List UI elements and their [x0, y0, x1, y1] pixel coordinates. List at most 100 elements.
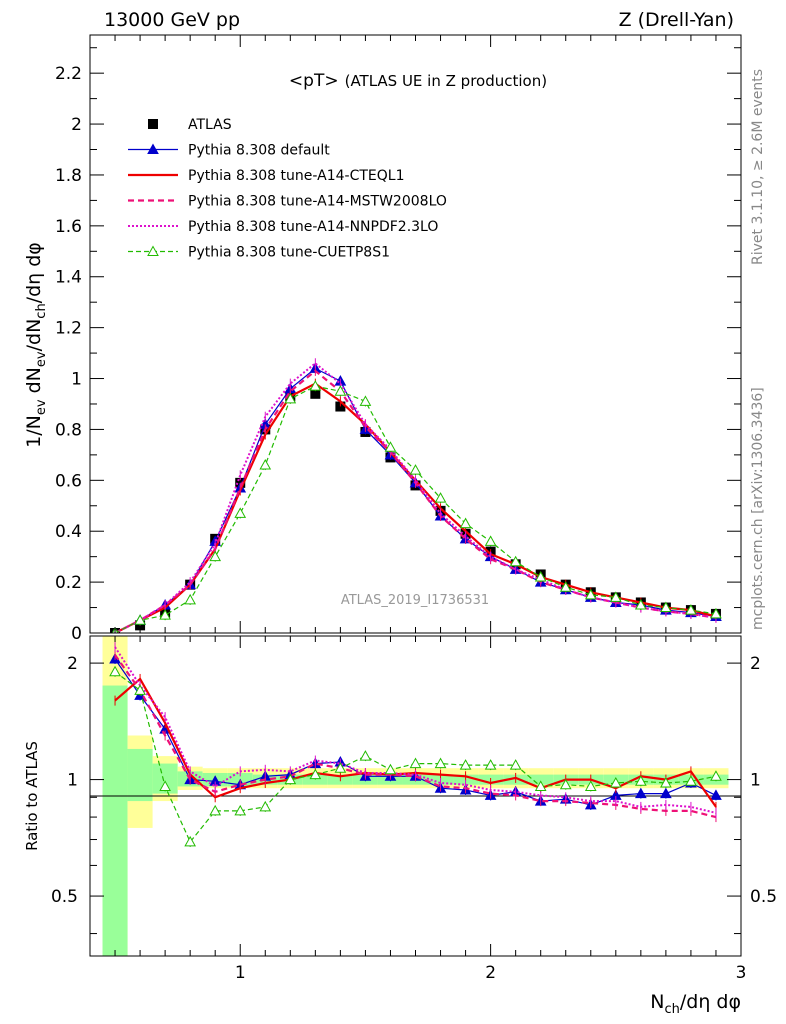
- top-cuetp8s1-point: [134, 614, 146, 625]
- y-tick-label: 1.4: [55, 268, 82, 288]
- ratio-cuetp8s1-point: [559, 778, 572, 790]
- top-cuetp8s1-point: [609, 591, 622, 602]
- y-tick-label: 2.2: [55, 64, 82, 84]
- ratio-cuetp8s1-point: [634, 775, 647, 786]
- top-cuetp8s1-point: [359, 395, 372, 406]
- rivet-label: Rivet 3.1.10, ≥ 2.6M events: [750, 69, 766, 265]
- x-tick-label: 3: [736, 963, 747, 983]
- legend-default-label: Pythia 8.308 default: [188, 143, 330, 159]
- y-tick-label: 0.6: [55, 471, 82, 491]
- y-tick-label: 1.6: [55, 217, 82, 237]
- legend-default-marker: [147, 143, 159, 154]
- uncertainty-band-inner: [102, 685, 128, 956]
- ratio-default-point: [634, 787, 647, 799]
- ratio-y-tick-label-right: 2: [750, 654, 761, 674]
- top-cuetp8s1-point: [634, 598, 647, 610]
- watermark: ATLAS_2019_I1736531: [341, 593, 489, 608]
- data-point: [135, 620, 146, 631]
- ratio-cuetp8s1-point: [309, 768, 322, 780]
- uncertainty-band-inner: [528, 774, 554, 785]
- ratio-cuetp8s1-point: [359, 750, 372, 761]
- ratio-cuetp8s1-point: [384, 763, 397, 775]
- y-tick-label: 0: [71, 624, 82, 644]
- top-cuetp8s1-point: [710, 607, 722, 619]
- top-cuetp8s1-point: [184, 593, 197, 605]
- mcplots-label: mcplots.cern.ch [arXiv:1306.3436]: [750, 387, 766, 630]
- ratio-cuetp8s1-point: [459, 759, 472, 770]
- top-cuetp8s1-point: [459, 517, 472, 529]
- chart-title-sub: (ATLAS UE in Z production): [345, 72, 547, 90]
- legend-nnpdf-label: Pythia 8.308 tune-A14-NNPDF2.3LO: [188, 219, 438, 235]
- data-point: [335, 401, 346, 412]
- top-cuetp8s1-point: [484, 535, 497, 546]
- ratio-y-tick-label: 1: [67, 771, 78, 791]
- ratio-default-point: [710, 789, 722, 800]
- data-point: [310, 388, 321, 399]
- ratio-cuetp8s1-point: [534, 780, 547, 791]
- ratio-y-tick-label: 0.5: [51, 887, 78, 907]
- ratio-cuetp8s1-point: [660, 776, 672, 788]
- ratio-cuetp8s1-point: [710, 770, 722, 781]
- ratio-cuetp8s1-point: [109, 665, 121, 677]
- ratio-cuetp8s1-point: [134, 684, 146, 695]
- top-cuetp8s1-point: [584, 588, 597, 600]
- y-tick-label: 0.8: [55, 420, 82, 440]
- ratio-cuetp8s1-point: [209, 804, 222, 816]
- top-cuetp8s1-point: [559, 581, 572, 592]
- x-tick-label: 1: [235, 963, 246, 983]
- y-tick-label: 1.2: [55, 319, 82, 339]
- main-panel: 0 0.2 0.4 0.6 0.8 1 1.2 1.4 1.6 1.8 2 2.2 <pT> (ATLA…: [23, 34, 742, 644]
- ratio-cuetp8s1-point: [409, 757, 422, 769]
- header-left: 13000 GeV pp: [104, 9, 240, 31]
- x-tick-label: 2: [485, 963, 496, 983]
- ratio-cuetp8s1-point: [685, 775, 697, 786]
- ratio-cuetp8s1-point: [484, 759, 497, 770]
- top-cuetp8s1-point: [685, 604, 697, 615]
- legend-cuetp8s1-label: Pythia 8.308 tune-CUETP8S1: [188, 245, 390, 261]
- ratio-y-tick-label-right: 1: [750, 771, 761, 791]
- ratio-mstw-line: [114, 654, 717, 819]
- legend-cteql1-label: Pythia 8.308 tune-A14-CTEQL1: [188, 168, 404, 184]
- ratio-cuetp8s1-point: [234, 804, 247, 816]
- ratio-cuetp8s1-point: [184, 835, 197, 847]
- top-cuetp8s1-point: [434, 492, 447, 503]
- top-cuetp8s1-point: [309, 380, 322, 391]
- ratio-cuetp8s1-point: [509, 759, 522, 770]
- y-tick-label: 1.8: [55, 166, 82, 186]
- ratio-y-label: Ratio to ATLAS: [23, 741, 41, 851]
- ratio-cuetp8s1-point: [334, 762, 347, 773]
- top-cuetp8s1-point: [334, 385, 347, 396]
- ratio-y-tick-label: 2: [67, 654, 78, 674]
- chart-title: <pT> (ATLAS UE in Z production): [289, 71, 547, 91]
- top-cuetp8s1-point: [234, 507, 247, 518]
- legend: ATLAS Pythia 8.308 default Pythia 8.308 tu…: [128, 117, 447, 261]
- top-cuetp8s1-point: [259, 459, 272, 470]
- top-cuetp8s1-point: [284, 392, 297, 404]
- legend-data-label: ATLAS: [188, 117, 232, 133]
- ratio-cuetp8s1-point: [259, 800, 272, 812]
- legend-mstw-label: Pythia 8.308 tune-A14-MSTW2008LO: [188, 194, 447, 210]
- y-tick-label: 2: [71, 115, 82, 135]
- ratio-cuetp8s1-point: [284, 773, 297, 785]
- ratio-default-point: [660, 787, 672, 799]
- y-tick-label: 1: [71, 370, 82, 390]
- x-axis-label: Nch/dη dφ: [650, 991, 741, 1017]
- uncertainty-band-inner: [302, 774, 328, 785]
- ratio-y-tick-label-right: 0.5: [750, 887, 777, 907]
- uncertainty-band-inner: [127, 748, 153, 802]
- legend-data-marker: [148, 119, 158, 129]
- top-cuetp8s1-point: [159, 609, 171, 620]
- ratio-cuetp8s1-line: [114, 671, 717, 844]
- y-tick-label: 0.4: [55, 522, 82, 542]
- top-cuetp8s1-point: [534, 570, 547, 582]
- y-tick-label: 0.2: [55, 573, 82, 593]
- top-cuetp8s1-point: [209, 550, 222, 562]
- legend-cuetp8s1-marker: [147, 245, 159, 256]
- top-cuetp8s1-point: [409, 464, 422, 475]
- ratio-cuetp8s1-point: [609, 776, 622, 788]
- y-axis-label: 1/Nev dNev/dNch/dη dφ: [23, 242, 49, 448]
- ratio-cuetp8s1-point: [159, 780, 171, 791]
- ratio-cuetp8s1-point: [434, 757, 447, 769]
- ratio-cuetp8s1-point: [584, 780, 597, 791]
